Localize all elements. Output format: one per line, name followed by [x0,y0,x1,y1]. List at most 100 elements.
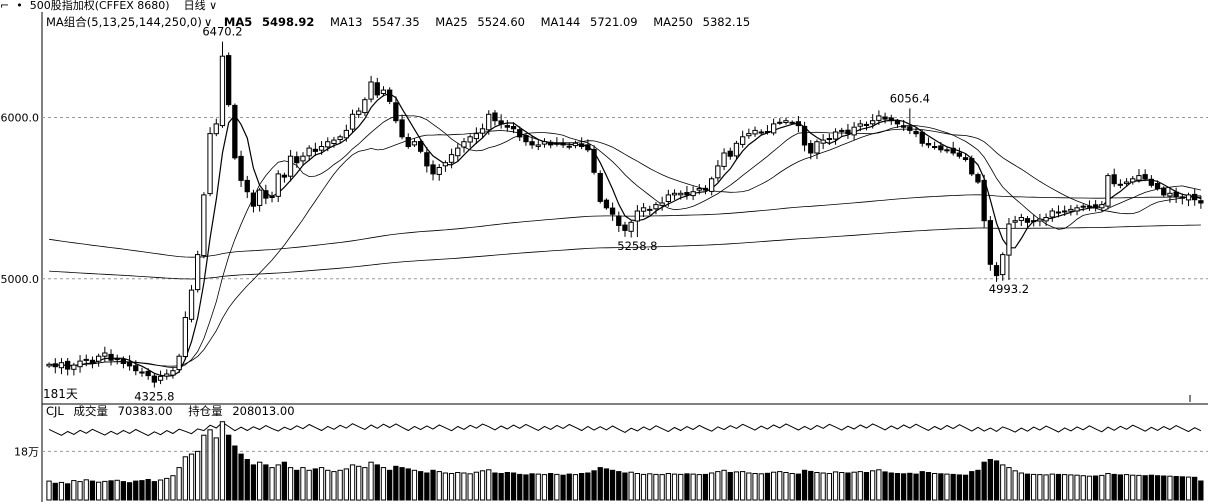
candle [919,131,925,144]
back-glyph[interactable]: ⌐ [0,0,10,12]
candle [176,355,182,371]
period-selector[interactable]: 日线 [183,0,206,12]
chevron-down-icon[interactable]: ∨ [203,15,213,29]
candle [300,155,306,162]
volume-bar [337,469,343,501]
volume-bar [281,461,288,501]
volume-bar [938,473,944,501]
candle [715,165,721,179]
volume-bar [758,473,764,501]
price-annotation: 4993.2 [989,282,1029,296]
volume-bar [368,461,374,501]
volume-bar [746,472,752,501]
volume-bar [894,473,901,501]
volume-bar [1179,476,1185,501]
volume-bar [399,467,405,501]
volume-bar [572,474,579,501]
volume-bar [1062,474,1068,501]
candle [281,174,288,178]
candle [331,139,337,145]
volume-bar [467,473,473,501]
volume-bar [461,472,467,501]
volume-bar [1049,473,1055,501]
candle [201,194,207,257]
candle [318,146,325,151]
volume-legend: CJL 成交量 70383.00 持仓量 208013.00 [46,404,307,418]
candle [758,131,764,134]
candle [492,112,498,122]
candle [634,210,641,222]
candle [609,207,616,215]
volume-bar [715,471,721,501]
candle [913,130,919,135]
open-interest-legend-item: 持仓量 208013.00 [188,404,295,418]
candle [1198,200,1204,204]
candle [102,352,108,357]
volume-bar [1055,473,1062,501]
candle [498,120,504,125]
candle [1136,175,1142,181]
volume-bar [603,468,610,501]
volume-bar [1117,474,1123,501]
cjl-label[interactable]: CJL [46,404,64,418]
volume-bar [640,473,647,501]
volume-bar [684,473,690,501]
candle [250,192,257,207]
open-interest-line [48,421,1202,437]
volume-bar [1167,475,1173,501]
candle [448,154,455,163]
candle [696,188,702,191]
candle [380,89,387,94]
candle [226,55,232,106]
candle [585,144,591,151]
volume-bar [702,473,709,501]
ma25-line [49,128,1201,367]
volume-bar [418,471,424,501]
volume-bar [585,472,591,501]
volume-bar [405,468,411,501]
volume-bar [801,469,808,501]
candle [164,373,170,377]
candle [975,174,981,183]
candle [777,121,783,124]
volume-bar [1130,474,1136,501]
volume-bar [789,473,795,501]
volume-bar [696,474,702,501]
y-tick-label: 5000.0 [1,273,40,286]
ma25-legend: MA25 5524.60 [435,15,525,29]
candle [1192,193,1198,201]
volume-bar [659,474,665,501]
bullet-icon: • [12,0,27,12]
volume-bar [126,482,133,501]
candle [77,360,83,368]
candle [783,120,789,123]
candle [1086,205,1093,208]
volume-bar [176,467,182,501]
volume-bar [1006,467,1012,501]
volume-bar [882,471,888,501]
volume-bar [1093,475,1099,501]
volume-bar [548,473,554,501]
chevron-down-icon[interactable]: ∨ [209,0,218,12]
volume-bar [133,480,139,501]
symbol-title[interactable]: 500股指加权(CFFEX 8680) [29,0,170,12]
candle [368,81,374,100]
volume-bar [826,473,833,501]
ma13-legend: MA13 5547.35 [329,15,420,29]
price-annotation: 6470.2 [202,25,242,39]
volume-bar [77,481,83,501]
candle [486,113,492,131]
candle [1043,217,1049,222]
volume-bar [1037,474,1043,501]
candle [523,134,529,143]
ma-indicator-label[interactable]: MA组合(5,13,25,144,250,0) [46,15,202,29]
volume-bar [356,465,362,501]
volume-bar [969,471,975,501]
volume-bar [616,471,622,501]
volume-bar [65,483,71,501]
candle [1012,220,1018,223]
candle [473,133,480,140]
volume-bar [579,473,585,501]
candle [529,141,535,146]
